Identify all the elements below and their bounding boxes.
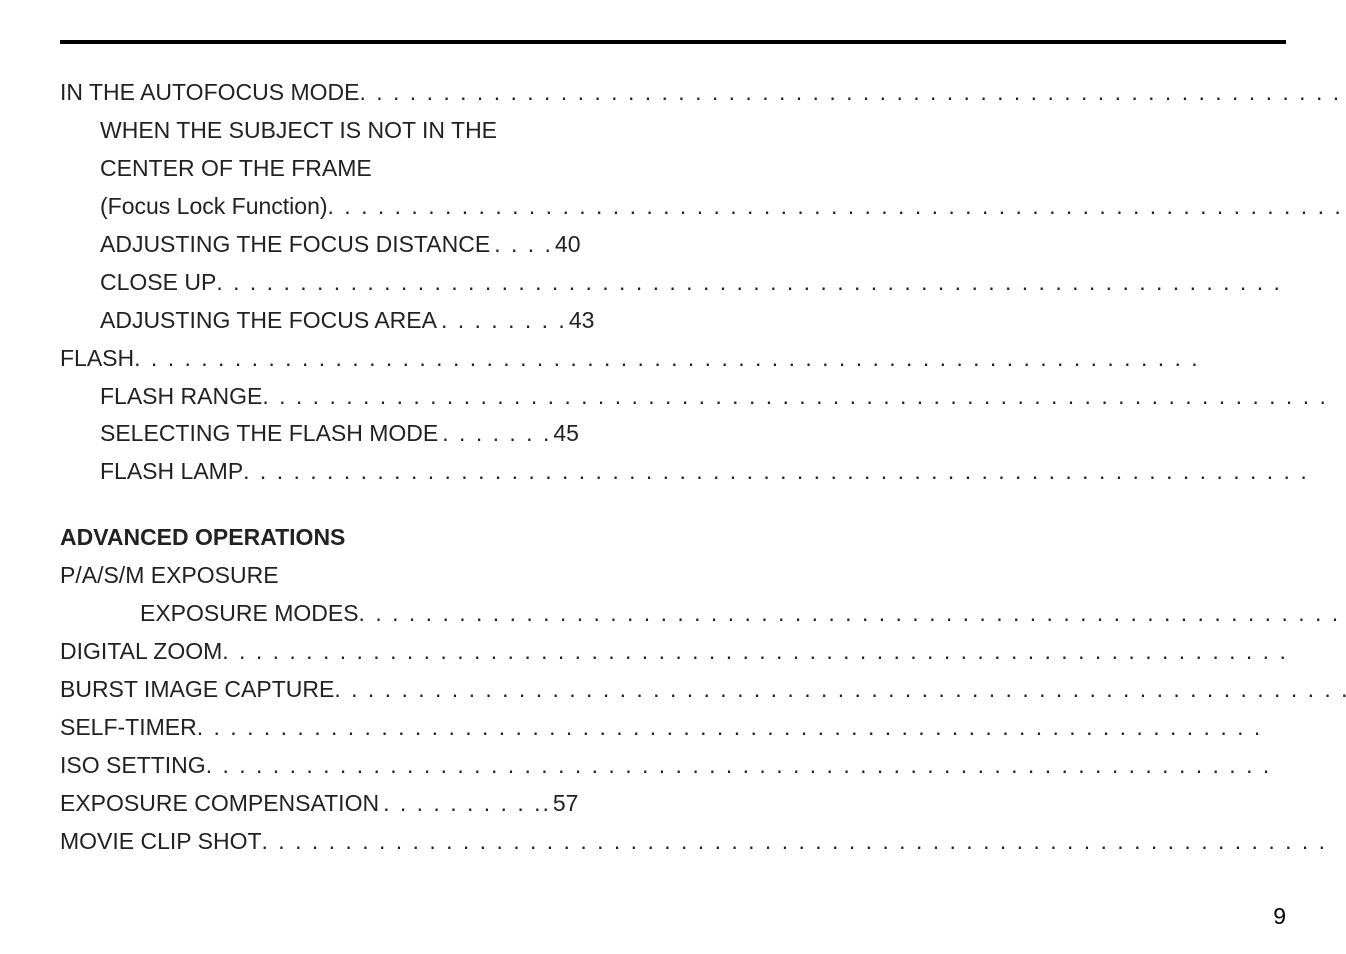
toc-dots xyxy=(216,264,1346,302)
toc-label: EXPOSURE COMPENSATION xyxy=(60,785,379,823)
toc-entry: FLASH LAMP46 xyxy=(60,453,1346,491)
toc-dots: . . . . . . . xyxy=(438,415,551,453)
toc-entry: CLOSE UP41 xyxy=(60,264,1346,302)
toc-label: P/A/S/M EXPOSURE xyxy=(60,557,279,595)
left-column: IN THE AUTOFOCUS MODE38WHEN THE SUBJECT … xyxy=(60,74,1346,861)
toc-entry: DIGITAL ZOOM50 xyxy=(60,633,1346,671)
toc-entry: WHEN THE SUBJECT IS NOT IN THE xyxy=(60,112,1346,150)
toc-label: BURST IMAGE CAPTURE xyxy=(60,671,334,709)
toc-label: (Focus Lock Function) xyxy=(100,188,328,226)
toc-entry: (Focus Lock Function)39 xyxy=(60,188,1346,226)
toc-dots xyxy=(359,74,1346,112)
toc-entry: IN THE AUTOFOCUS MODE38 xyxy=(60,74,1346,112)
toc-entry: ADJUSTING THE FOCUS DISTANCE . . . .40 xyxy=(60,226,1346,264)
toc-label: SELF-TIMER xyxy=(60,709,197,747)
toc-entry: P/A/S/M EXPOSURE xyxy=(60,557,1346,595)
toc-label: IN THE AUTOFOCUS MODE xyxy=(60,74,359,112)
columns-container: IN THE AUTOFOCUS MODE38WHEN THE SUBJECT … xyxy=(60,74,1286,861)
toc-dots xyxy=(262,378,1346,416)
toc-dots xyxy=(222,633,1346,671)
toc-dots: . . . . . . . . . .. xyxy=(379,785,551,823)
toc-dots xyxy=(206,747,1346,785)
toc-entry: FLASH44 xyxy=(60,340,1346,378)
toc-entry: BURST IMAGE CAPTURE52 xyxy=(60,671,1346,709)
toc-entry: SELECTING THE FLASH MODE . . . . . . .45 xyxy=(60,415,1346,453)
toc-entry: SELF-TIMER54 xyxy=(60,709,1346,747)
toc-label: SELECTING THE FLASH MODE xyxy=(100,415,438,453)
toc-label: ADJUSTING THE FOCUS AREA xyxy=(100,302,437,340)
toc-dots xyxy=(328,188,1346,226)
toc-page: 57 xyxy=(551,785,579,823)
toc-dots xyxy=(197,709,1346,747)
toc-dots xyxy=(134,340,1346,378)
toc-dots xyxy=(243,453,1346,491)
toc-dots: . . . . . . . . xyxy=(437,302,567,340)
toc-label: ADJUSTING THE FOCUS DISTANCE xyxy=(100,226,490,264)
toc-dots xyxy=(334,671,1346,709)
toc-page: 43 xyxy=(567,302,595,340)
toc-label: FLASH xyxy=(60,340,134,378)
toc-label: EXPOSURE MODES xyxy=(140,595,359,633)
toc-entry: MOVIE CLIP SHOT59 xyxy=(60,823,1346,861)
toc-label: FLASH RANGE xyxy=(100,378,262,416)
page-number: 9 xyxy=(1273,903,1286,930)
toc-label: FLASH LAMP xyxy=(100,453,243,491)
toc-entry: EXPOSURE COMPENSATION . . . . . . . . . … xyxy=(60,785,1346,823)
toc-dots xyxy=(262,823,1346,861)
toc-dots xyxy=(359,595,1346,633)
toc-label: CENTER OF THE FRAME xyxy=(100,150,372,188)
toc-label: CLOSE UP xyxy=(100,264,216,302)
toc-entry: EXPOSURE MODES48 xyxy=(60,595,1346,633)
toc-page: 45 xyxy=(551,415,579,453)
toc-entry: FLASH RANGE44 xyxy=(60,378,1346,416)
toc-entry: ADJUSTING THE FOCUS AREA . . . . . . . .… xyxy=(60,302,1346,340)
toc-label: WHEN THE SUBJECT IS NOT IN THE xyxy=(100,112,497,150)
toc-page: 40 xyxy=(553,226,581,264)
toc-label: ISO SETTING xyxy=(60,747,206,785)
toc-entry: CENTER OF THE FRAME xyxy=(60,150,1346,188)
section-heading: ADVANCED OPERATIONS xyxy=(60,519,1346,557)
toc-entry: ISO SETTING56 xyxy=(60,747,1346,785)
toc-dots: . . . . xyxy=(490,226,553,264)
toc-label: DIGITAL ZOOM xyxy=(60,633,222,671)
toc-label: MOVIE CLIP SHOT xyxy=(60,823,262,861)
top-rule xyxy=(60,40,1286,44)
